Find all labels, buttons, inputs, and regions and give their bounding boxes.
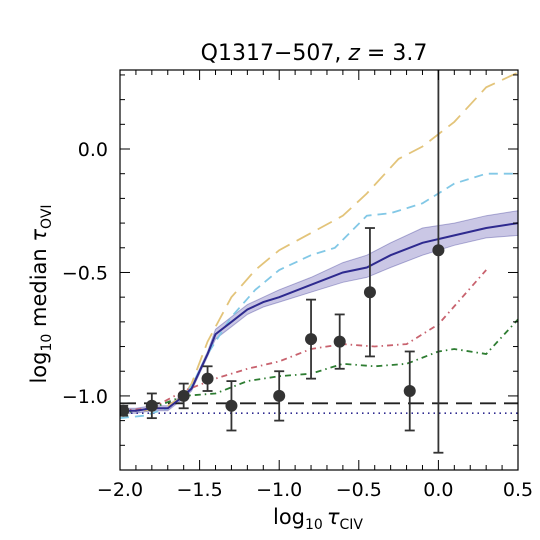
- series-4-line: [120, 222, 518, 412]
- data-points: [120, 70, 445, 454]
- data-point-10: [432, 244, 445, 257]
- data-point-2: [177, 389, 190, 402]
- y-tick-label: −1.0: [62, 386, 108, 408]
- y-axis-label: log10 median τOVI: [27, 204, 55, 383]
- x-tick-label: 0.0: [423, 479, 453, 501]
- chart-title: Q1317−507, z = 3.7: [201, 41, 428, 66]
- data-point-7: [333, 335, 346, 348]
- plot-frame: [119, 69, 519, 471]
- data-point-9: [403, 384, 416, 397]
- data-point-1: [145, 399, 158, 412]
- data-point-5: [273, 389, 286, 402]
- x-tick-label: −2.0: [97, 479, 143, 501]
- data-point-4: [225, 399, 238, 412]
- series-3-line: [120, 318, 518, 415]
- data-point-6: [305, 333, 318, 346]
- tick-labels: −2.0 −1.5 −1.0 −0.5 0.0 0.5 −1.0 −0.5 0.0: [62, 139, 533, 501]
- x-tick-label: −1.5: [177, 479, 223, 501]
- data-point-8: [363, 286, 376, 299]
- series-lines: [120, 71, 518, 419]
- data-point-3: [201, 372, 214, 385]
- x-tick-label: −1.0: [256, 479, 302, 501]
- axis-ticks: [119, 70, 519, 471]
- series-1-line: [120, 172, 518, 419]
- y-tick-label: −0.5: [62, 262, 108, 284]
- y-tick-label: 0.0: [78, 139, 108, 161]
- x-tick-label: −0.5: [336, 479, 382, 501]
- x-tick-label: 0.5: [503, 479, 533, 501]
- title-z-symbol: z: [347, 41, 360, 66]
- reference-lines: [120, 402, 518, 415]
- x-axis-label: log10 τCIV: [273, 505, 363, 533]
- data-point-0: [120, 404, 130, 417]
